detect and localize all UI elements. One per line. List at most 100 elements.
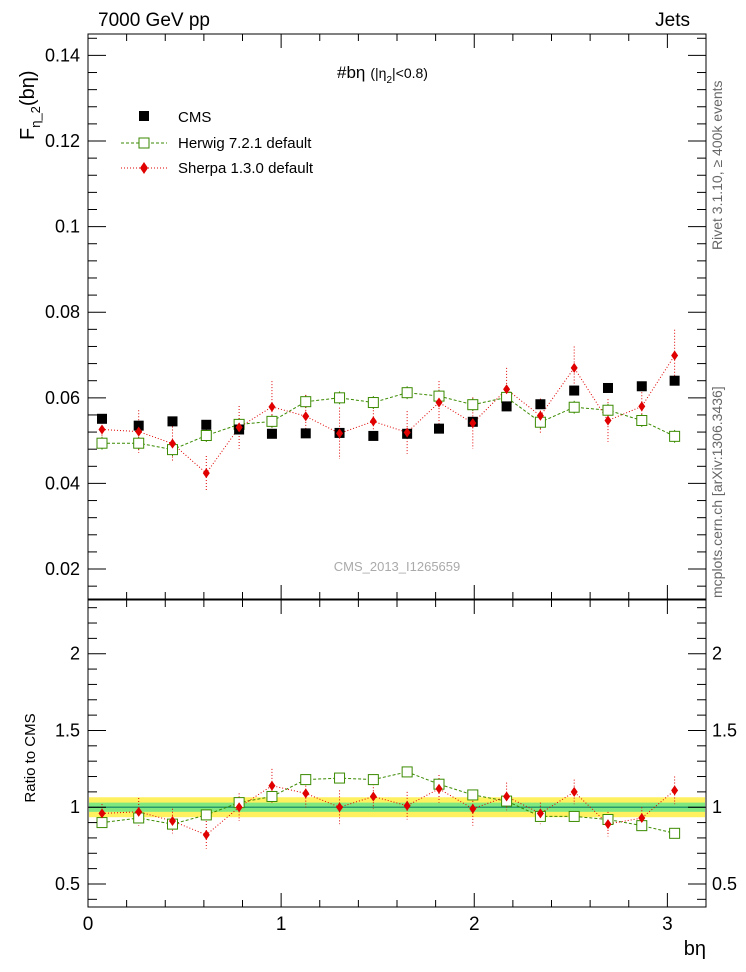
sherpa-ratio-point	[369, 791, 377, 802]
sherpa-point	[98, 424, 106, 435]
legend-label-cms: CMS	[178, 109, 211, 126]
energy-label: 7000 GeV pp	[98, 10, 210, 31]
cms-point	[434, 423, 445, 434]
herwig-ratio-point	[669, 827, 681, 839]
sherpa-point	[536, 410, 544, 421]
ratio-y-tick-label-right: 0.5	[712, 874, 737, 894]
herwig-point	[200, 429, 212, 441]
sherpa-ratio-point	[570, 786, 578, 797]
ratio-y-tick-label-right: 1.5	[712, 720, 737, 740]
ratio-y-tick-label: 1.5	[55, 720, 80, 740]
legend-label-sherpa: Sherpa 1.3.0 default	[178, 160, 314, 177]
sherpa-ratio-point	[302, 788, 310, 799]
sherpa-point	[135, 426, 143, 437]
herwig-ratio-point	[334, 772, 346, 784]
cms-point	[669, 375, 680, 386]
herwig-ratio-point	[367, 774, 379, 786]
herwig-ratio-point	[200, 809, 212, 821]
y-axis-label-ratio: Ratio to CMS	[22, 713, 39, 802]
main-y-tick-label: 0.1	[55, 217, 80, 237]
x-tick-label: 1	[276, 914, 287, 935]
cms-point	[266, 428, 277, 439]
herwig-ratio-point	[568, 810, 580, 822]
sherpa-ratio-point	[98, 808, 106, 819]
herwig-ratio-point	[266, 790, 278, 802]
cms-point	[501, 401, 512, 412]
herwig-ratio-point	[96, 817, 108, 829]
sherpa-point	[369, 416, 377, 427]
plot-title-cut: (|η	[370, 65, 386, 81]
sherpa-ratio-point	[268, 780, 276, 791]
legend-marker-sherpa	[140, 162, 148, 174]
side-label-mcplots: mcplots.cern.ch [arXiv:1306.3436]	[709, 386, 725, 598]
cms-point	[368, 430, 379, 441]
main-y-tick-label: 0.06	[45, 388, 80, 408]
herwig-point	[96, 437, 108, 449]
y-label-tail: (bη)	[17, 71, 39, 107]
sherpa-point	[235, 422, 243, 433]
cms-point	[97, 413, 108, 424]
sherpa-point	[570, 362, 578, 373]
sherpa-point	[202, 468, 210, 479]
main-y-tick-label: 0.02	[45, 559, 80, 579]
ratio-y-tick-label: 0.5	[55, 874, 80, 894]
cms-point	[535, 399, 546, 410]
plot-title-cut-tail: |<0.8)	[392, 65, 428, 81]
y-axis-label-main: Fη_2(bη)	[17, 71, 43, 141]
sherpa-ratio-point	[202, 829, 210, 840]
cms-point	[133, 420, 144, 431]
herwig-point	[669, 430, 681, 442]
sherpa-point	[403, 427, 411, 438]
ratio-plot-area	[89, 766, 705, 849]
process-label: Jets	[655, 10, 690, 31]
herwig-point	[133, 437, 145, 449]
sherpa-line	[101, 355, 676, 474]
herwig-point	[602, 404, 614, 416]
main-plot-area	[96, 329, 681, 491]
herwig-point	[636, 415, 648, 427]
sherpa-point	[268, 401, 276, 412]
cms-point	[201, 419, 212, 430]
herwig-ratio-point	[300, 774, 312, 786]
legend: CMS Herwig 7.2.1 default Sherpa 1.3.0 de…	[121, 109, 314, 177]
sherpa-point	[671, 350, 679, 361]
ratio-panel-frame	[87, 599, 707, 908]
legend-label-herwig: Herwig 7.2.1 default	[178, 135, 312, 152]
plot-title: #bη (|η2|<0.8)	[337, 63, 428, 86]
sherpa-ratio-point	[235, 802, 243, 813]
cms-point	[300, 428, 311, 439]
sherpa-ratio-point	[336, 802, 344, 813]
sherpa-ratio-point	[536, 808, 544, 819]
sherpa-ratio-line	[101, 785, 675, 836]
cms-point	[636, 381, 647, 392]
x-axis-label: bη	[684, 938, 706, 960]
sherpa-point	[638, 401, 646, 412]
plot-title-text: #bη	[337, 63, 365, 82]
x-tick-label: 0	[83, 914, 94, 935]
sherpa-point	[469, 418, 477, 429]
sherpa-ratio-point	[135, 806, 143, 817]
main-y-tick-label: 0.12	[45, 131, 80, 151]
herwig-point	[568, 401, 580, 413]
sherpa-ratio-point	[435, 783, 443, 794]
cms-point	[569, 385, 580, 396]
plot-title-cut-sub: 2	[386, 75, 392, 86]
main-y-tick-label: 0.08	[45, 302, 80, 322]
watermark: CMS_2013_I1265659	[334, 559, 461, 574]
sherpa-ratio-point	[503, 791, 511, 802]
herwig-point	[367, 397, 379, 409]
axis-ticks: 0.02 0.04 0.06 0.08 0.1 0.12 0.14 0.5 0.5 1 1 1.5 1.…	[45, 34, 737, 935]
y-label-sub: η_2	[28, 106, 43, 128]
sherpa-ratio-point	[403, 800, 411, 811]
y-label-f: F	[17, 128, 39, 140]
sherpa-point	[302, 411, 310, 422]
ratio-y-tick-label: 1	[70, 797, 80, 817]
x-tick-label: 2	[469, 914, 480, 935]
svg-text:Fη_2(bη): Fη_2(bη)	[17, 71, 43, 141]
sherpa-ratio-point	[168, 816, 176, 827]
cms-point	[167, 416, 178, 427]
legend-marker-cms	[139, 111, 149, 121]
sherpa-ratio-point	[469, 803, 477, 814]
sherpa-point	[604, 415, 612, 426]
herwig-line	[102, 392, 675, 451]
